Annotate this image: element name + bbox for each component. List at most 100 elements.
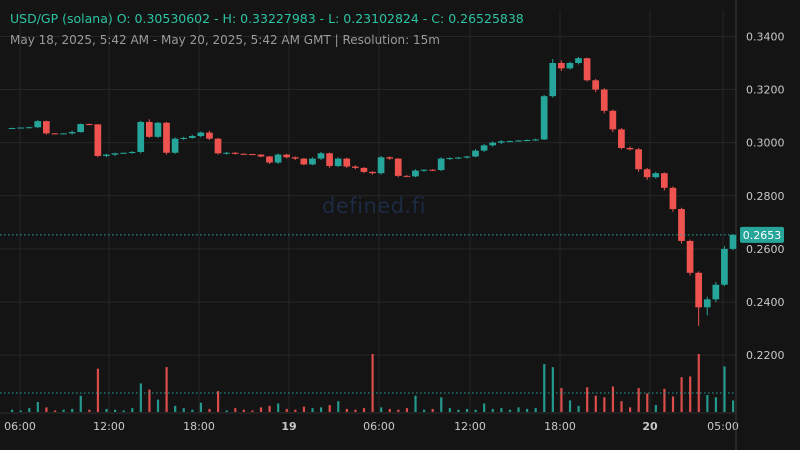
volume-bar <box>174 405 177 412</box>
volume-bar <box>36 401 39 412</box>
volume-bar <box>277 403 280 412</box>
candle-body <box>274 154 282 163</box>
candle-body <box>266 156 273 163</box>
candle-body <box>566 63 574 69</box>
volume-bar <box>148 389 151 412</box>
candle-body <box>437 158 445 171</box>
volume-bar <box>11 409 14 412</box>
candle-body <box>248 154 256 156</box>
volume-bar <box>706 394 709 412</box>
volume-bar <box>371 354 374 412</box>
x-axis-tick-label: 12:00 <box>454 420 486 433</box>
candle-body <box>549 63 557 97</box>
candle-body <box>729 234 737 249</box>
volume-bar <box>500 408 503 412</box>
candle-body <box>317 153 325 159</box>
candle-body <box>575 58 582 63</box>
candle-body <box>652 173 660 178</box>
volume-bar <box>131 408 134 412</box>
chart-subtitle: May 18, 2025, 5:42 AM - May 20, 2025, 5:… <box>10 33 440 47</box>
volume-bar <box>517 407 520 412</box>
candle-body <box>497 141 505 143</box>
volume-bar <box>53 410 57 412</box>
volume-bar <box>620 401 623 412</box>
volume-bar <box>474 409 477 412</box>
volume-bar <box>603 397 606 412</box>
volume-bar <box>285 408 288 412</box>
volume-bar <box>268 405 271 412</box>
volume-bar <box>122 410 125 412</box>
candle-body <box>369 171 376 174</box>
candle-body <box>472 150 479 157</box>
volume-bar <box>251 410 254 412</box>
volume-bar <box>491 408 494 412</box>
volume-bar <box>543 364 546 412</box>
watermark: defined.fi <box>322 194 426 218</box>
y-axis-tick-label: 0.2200 <box>746 349 785 362</box>
candle-body <box>377 157 385 174</box>
candle-body <box>351 166 359 168</box>
current-price-badge <box>740 226 784 243</box>
candle-body <box>60 133 67 135</box>
volume-bar <box>551 367 554 412</box>
volume-bar <box>689 376 692 412</box>
candle-body <box>523 140 531 142</box>
candle-body <box>214 138 222 154</box>
volume-bar <box>646 393 649 412</box>
volume-bar <box>354 409 357 412</box>
candle-body <box>540 96 548 140</box>
candle-body <box>721 248 728 285</box>
volume-bar <box>629 407 632 412</box>
candle-body <box>103 154 110 156</box>
candle-body <box>120 152 127 154</box>
volume-bar <box>586 387 589 412</box>
candle-body <box>180 137 188 139</box>
candle-body <box>446 158 454 160</box>
candle-body <box>223 152 230 154</box>
candle-body <box>94 124 102 156</box>
y-axis-tick-label: 0.2800 <box>746 190 785 203</box>
candle-body <box>463 156 471 158</box>
volume-bar <box>577 405 580 412</box>
candle-body <box>85 124 93 126</box>
candle-body <box>326 153 333 167</box>
candle-body <box>334 158 342 167</box>
candle-body <box>137 121 145 152</box>
y-axis-tick-label: 0.2600 <box>746 243 785 256</box>
volume-bar <box>560 388 563 412</box>
volume-bar <box>114 409 117 412</box>
volume-bar <box>714 397 718 412</box>
volume-bar <box>431 408 434 412</box>
volume-bar <box>45 407 48 412</box>
volume-bar <box>294 409 297 412</box>
volume-bar <box>337 401 340 412</box>
candle-body <box>197 132 205 137</box>
volume-bar <box>105 408 108 412</box>
candle-body <box>8 128 16 130</box>
candle-body <box>231 152 239 154</box>
candle-body <box>386 157 394 159</box>
volume-bar <box>199 402 203 412</box>
volume-bar <box>508 409 512 412</box>
volume-bar <box>680 377 683 412</box>
candle-body <box>583 58 591 81</box>
candle-body <box>25 127 33 129</box>
candle-body <box>480 145 488 151</box>
volume-bar <box>380 407 383 412</box>
volume-bar <box>242 409 245 412</box>
candle-body <box>678 209 685 241</box>
candle-body <box>51 133 59 135</box>
candle-body <box>532 139 539 141</box>
volume-bar <box>28 408 31 412</box>
candle-body <box>394 158 402 176</box>
x-axis-tick-label: 19 <box>281 420 296 433</box>
volume-bar <box>483 403 486 412</box>
y-axis-tick-label: 0.3200 <box>746 84 785 97</box>
candle-body <box>257 154 265 157</box>
volume-bar <box>182 408 185 412</box>
volume-bar <box>96 368 100 412</box>
x-axis-tick-label: 18:00 <box>183 420 215 433</box>
volume-bar <box>423 409 426 412</box>
volume-bar <box>663 388 666 412</box>
